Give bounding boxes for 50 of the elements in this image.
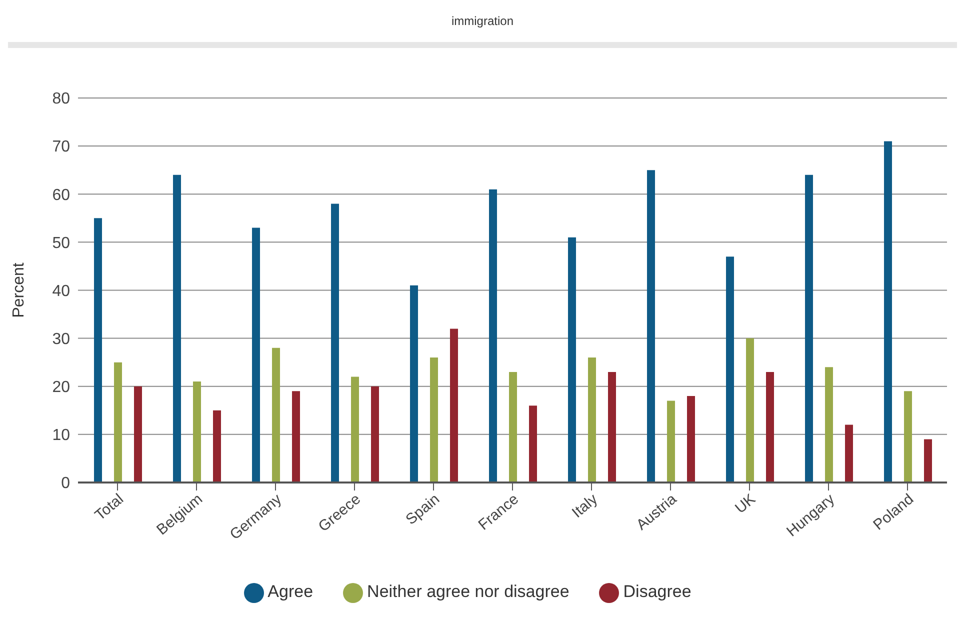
bar: [272, 348, 280, 482]
bar: [746, 338, 754, 482]
bar: [351, 376, 359, 482]
bar: [924, 439, 932, 482]
bar: [94, 218, 102, 482]
bar: [292, 391, 300, 482]
legend-label: Neither agree nor disagree: [367, 582, 570, 602]
y-tick-label: 60: [52, 186, 70, 204]
x-tick-label: UK: [732, 490, 759, 518]
bar: [430, 358, 438, 482]
y-axis-title: Percent: [10, 262, 28, 318]
bar: [173, 174, 181, 482]
y-tick-label: 20: [52, 379, 70, 396]
bar: [845, 424, 853, 482]
bar: [134, 386, 142, 482]
y-tick-label: 30: [52, 330, 70, 348]
bar: [568, 237, 576, 482]
bar: [252, 228, 260, 482]
bar: [687, 396, 695, 482]
bar: [529, 406, 537, 482]
bar: [114, 362, 122, 482]
bar: [193, 382, 201, 482]
bar: [805, 174, 813, 482]
y-tick-label: 80: [52, 90, 70, 108]
bar: [904, 391, 912, 482]
bar: [331, 204, 339, 482]
bar: [213, 410, 221, 482]
bar: [647, 170, 655, 482]
bar: [825, 367, 833, 482]
bar: [588, 358, 596, 482]
y-tick-label: 0: [61, 475, 70, 492]
bar: [489, 189, 497, 482]
bar: [608, 372, 616, 482]
bar: [667, 400, 675, 482]
bar: [509, 372, 517, 482]
bar: [726, 256, 734, 482]
bar: [766, 372, 774, 482]
y-tick-label: 40: [52, 282, 70, 300]
bar: [410, 285, 418, 482]
y-tick-label: 70: [52, 138, 70, 156]
legend-label: Disagree: [623, 582, 692, 602]
legend-label: Agree: [268, 582, 314, 602]
x-tick-label: Italy: [568, 490, 602, 522]
bar: [371, 386, 379, 482]
y-tick-label: 10: [52, 427, 70, 444]
chart-title: immigration: [8, 8, 957, 48]
bar: [884, 141, 892, 482]
bar: [450, 328, 458, 482]
y-tick-label: 50: [52, 234, 70, 252]
x-tick-label: Total: [92, 490, 127, 524]
